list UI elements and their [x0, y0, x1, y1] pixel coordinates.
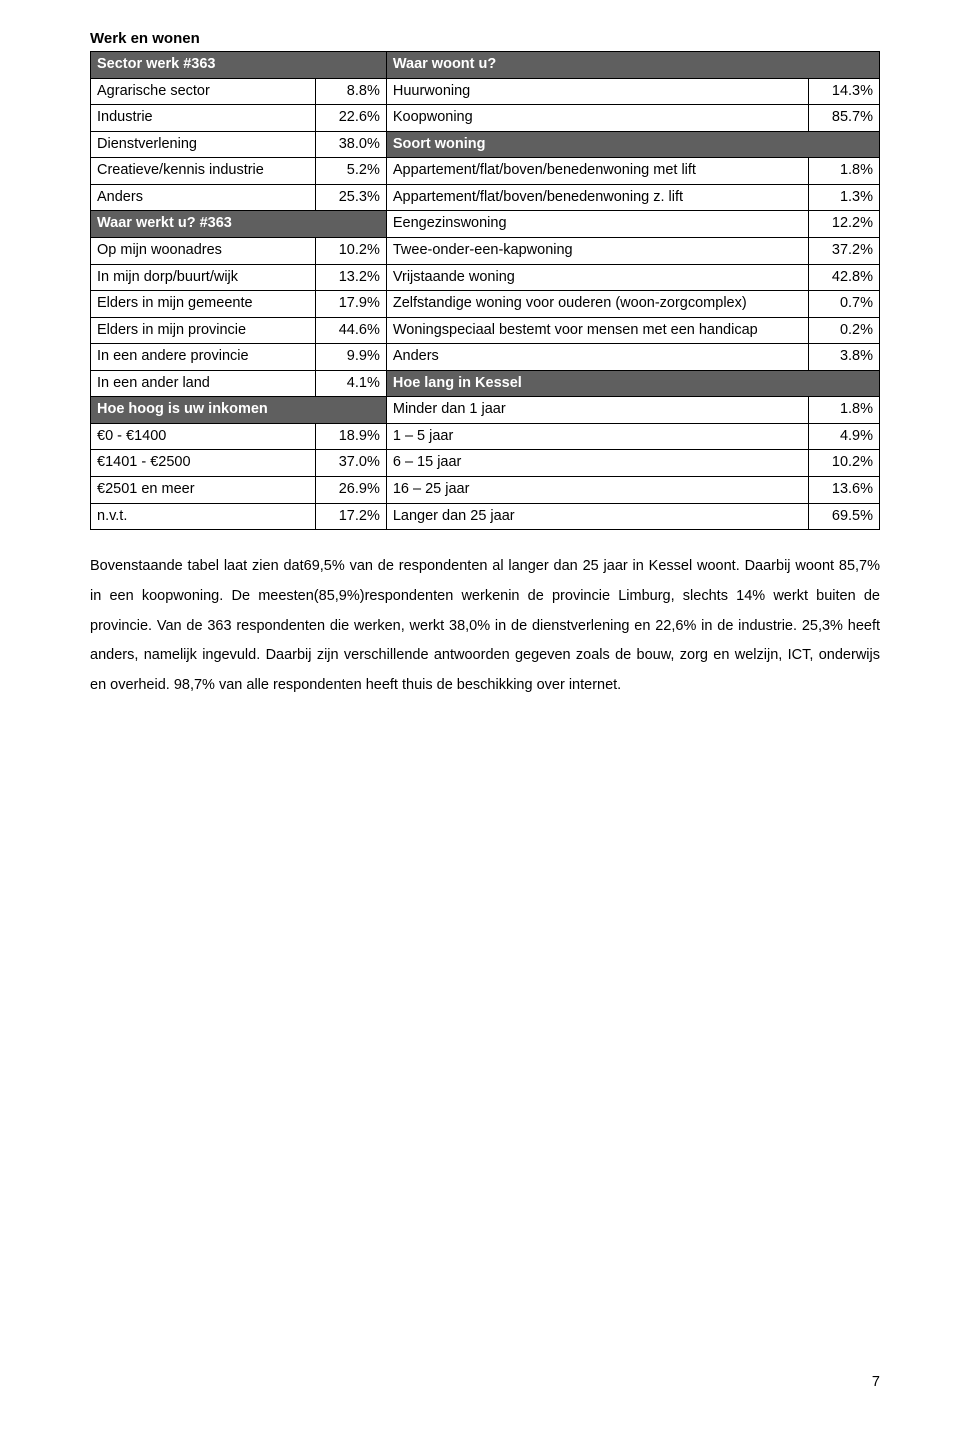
- cell-label: Eengezinswoning: [386, 211, 808, 238]
- table-row: Elders in mijn provincie 44.6% Woningspe…: [91, 317, 880, 344]
- cell-value: 37.2%: [808, 237, 879, 264]
- cell-label: Appartement/flat/boven/benedenwoning met…: [386, 158, 808, 185]
- cell-label: Vrijstaande woning: [386, 264, 808, 291]
- cell-value: 4.1%: [315, 370, 386, 397]
- cell-label: Creatieve/kennis industrie: [91, 158, 316, 185]
- cell-value: 1.8%: [808, 397, 879, 424]
- cell-value: 12.2%: [808, 211, 879, 238]
- cell-label: Elders in mijn provincie: [91, 317, 316, 344]
- cell-value: 10.2%: [315, 237, 386, 264]
- cell-value: 1.8%: [808, 158, 879, 185]
- table-row: Elders in mijn gemeente 17.9% Zelfstandi…: [91, 291, 880, 318]
- header-soort-woning: Soort woning: [386, 131, 879, 158]
- cell-label: 16 – 25 jaar: [386, 477, 808, 504]
- cell-label: Zelfstandige woning voor ouderen (woon-z…: [386, 291, 808, 318]
- header-waar-woont: Waar woont u?: [386, 52, 879, 79]
- table-row: n.v.t. 17.2% Langer dan 25 jaar 69.5%: [91, 503, 880, 530]
- cell-label: Langer dan 25 jaar: [386, 503, 808, 530]
- cell-label: Appartement/flat/boven/benedenwoning z. …: [386, 184, 808, 211]
- cell-label: n.v.t.: [91, 503, 316, 530]
- cell-value: 42.8%: [808, 264, 879, 291]
- table-row: Op mijn woonadres 10.2% Twee-onder-een-k…: [91, 237, 880, 264]
- cell-label: Koopwoning: [386, 105, 808, 132]
- table-row: Hoe hoog is uw inkomen Minder dan 1 jaar…: [91, 397, 880, 424]
- cell-label: Dienstverlening: [91, 131, 316, 158]
- table-row: In een ander land 4.1% Hoe lang in Kesse…: [91, 370, 880, 397]
- data-table: Sector werk #363 Waar woont u? Agrarisch…: [90, 51, 880, 530]
- cell-label: 1 – 5 jaar: [386, 423, 808, 450]
- cell-value: 0.7%: [808, 291, 879, 318]
- cell-value: 69.5%: [808, 503, 879, 530]
- page-number: 7: [872, 1374, 880, 1390]
- table-row: Agrarische sector 8.8% Huurwoning 14.3%: [91, 78, 880, 105]
- cell-value: 1.3%: [808, 184, 879, 211]
- cell-label: In mijn dorp/buurt/wijk: [91, 264, 316, 291]
- table-row: Waar werkt u? #363 Eengezinswoning 12.2%: [91, 211, 880, 238]
- cell-value: 0.2%: [808, 317, 879, 344]
- cell-value: 10.2%: [808, 450, 879, 477]
- header-sector: Sector werk #363: [91, 52, 387, 79]
- cell-label: Minder dan 1 jaar: [386, 397, 808, 424]
- cell-value: 3.8%: [808, 344, 879, 371]
- cell-label: Op mijn woonadres: [91, 237, 316, 264]
- cell-label: Huurwoning: [386, 78, 808, 105]
- table-row: €2501 en meer 26.9% 16 – 25 jaar 13.6%: [91, 477, 880, 504]
- cell-label: Industrie: [91, 105, 316, 132]
- table-row: Dienstverlening 38.0% Soort woning: [91, 131, 880, 158]
- header-hoe-hoog: Hoe hoog is uw inkomen: [91, 397, 387, 424]
- cell-label: €1401 - €2500: [91, 450, 316, 477]
- cell-label: In een ander land: [91, 370, 316, 397]
- header-hoe-lang: Hoe lang in Kessel: [386, 370, 879, 397]
- cell-value: 13.6%: [808, 477, 879, 504]
- table-row: €0 - €1400 18.9% 1 – 5 jaar 4.9%: [91, 423, 880, 450]
- cell-value: 38.0%: [315, 131, 386, 158]
- cell-value: 37.0%: [315, 450, 386, 477]
- cell-value: 22.6%: [315, 105, 386, 132]
- cell-label: €0 - €1400: [91, 423, 316, 450]
- table-row: Creatieve/kennis industrie 5.2% Appartem…: [91, 158, 880, 185]
- body-paragraph: Bovenstaande tabel laat zien dat69,5% va…: [90, 552, 880, 701]
- cell-value: 13.2%: [315, 264, 386, 291]
- cell-label: Agrarische sector: [91, 78, 316, 105]
- cell-value: 44.6%: [315, 317, 386, 344]
- cell-value: 26.9%: [315, 477, 386, 504]
- table-row: Industrie 22.6% Koopwoning 85.7%: [91, 105, 880, 132]
- section-title: Werk en wonen: [90, 30, 880, 47]
- cell-value: 8.8%: [315, 78, 386, 105]
- cell-label: Woningspeciaal bestemt voor mensen met e…: [386, 317, 808, 344]
- cell-value: 9.9%: [315, 344, 386, 371]
- table-row: Anders 25.3% Appartement/flat/boven/bene…: [91, 184, 880, 211]
- cell-value: 17.9%: [315, 291, 386, 318]
- header-waar-werkt: Waar werkt u? #363: [91, 211, 387, 238]
- table-row: In een andere provincie 9.9% Anders 3.8%: [91, 344, 880, 371]
- cell-value: 4.9%: [808, 423, 879, 450]
- cell-value: 85.7%: [808, 105, 879, 132]
- cell-label: €2501 en meer: [91, 477, 316, 504]
- cell-label: Anders: [91, 184, 316, 211]
- cell-label: In een andere provincie: [91, 344, 316, 371]
- cell-value: 14.3%: [808, 78, 879, 105]
- cell-label: Twee-onder-een-kapwoning: [386, 237, 808, 264]
- table-row: €1401 - €2500 37.0% 6 – 15 jaar 10.2%: [91, 450, 880, 477]
- cell-label: 6 – 15 jaar: [386, 450, 808, 477]
- table-row: In mijn dorp/buurt/wijk 13.2% Vrijstaand…: [91, 264, 880, 291]
- cell-value: 5.2%: [315, 158, 386, 185]
- cell-value: 17.2%: [315, 503, 386, 530]
- table-row: Sector werk #363 Waar woont u?: [91, 52, 880, 79]
- cell-label: Anders: [386, 344, 808, 371]
- cell-value: 25.3%: [315, 184, 386, 211]
- cell-value: 18.9%: [315, 423, 386, 450]
- cell-label: Elders in mijn gemeente: [91, 291, 316, 318]
